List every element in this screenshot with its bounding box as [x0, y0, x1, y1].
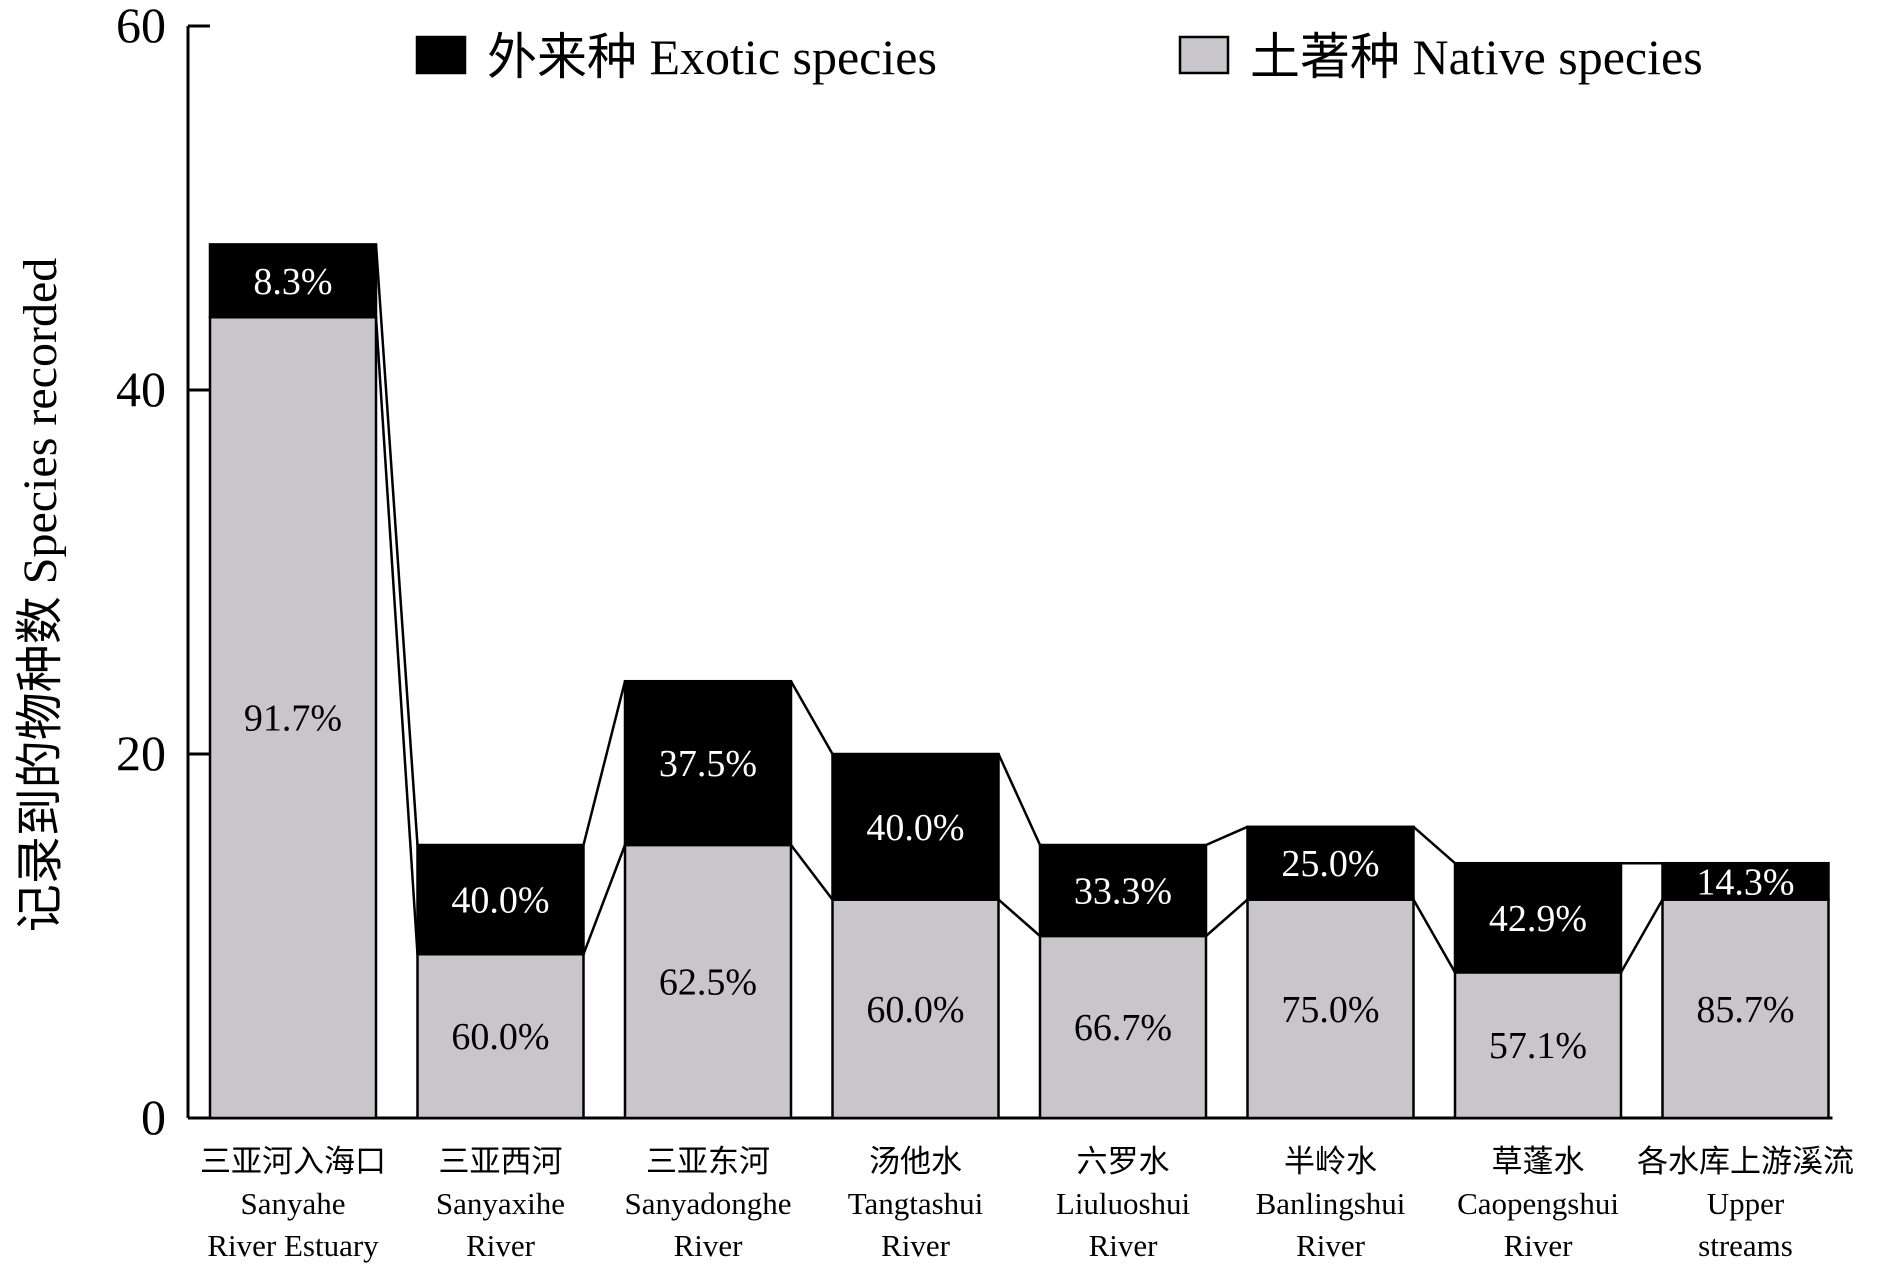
bars: [208, 243, 1830, 1120]
legend-swatch: [1178, 35, 1230, 75]
category-label: 三亚西河: [439, 1144, 563, 1179]
connector-mid: [582, 844, 627, 955]
category-label: Sanyaxihe: [436, 1186, 565, 1221]
bar-exotic: [831, 752, 1000, 901]
data-label-native: 91.7%: [244, 698, 342, 740]
bar-native: [1038, 934, 1208, 1120]
category-label: Caopengshui: [1457, 1186, 1619, 1221]
category-label: Sanyadonghe: [624, 1186, 791, 1221]
y-axis-title: 记录到的物种数 Species recorded: [14, 258, 67, 933]
data-label-exotic: 8.3%: [253, 261, 332, 303]
data-label-exotic: 33.3%: [1074, 871, 1172, 913]
connector-mid: [1412, 898, 1457, 974]
category-label: 各水库上游溪流: [1637, 1144, 1854, 1179]
data-label-native: 75.0%: [1281, 989, 1379, 1031]
data-label-native: 66.7%: [1074, 1007, 1172, 1049]
legend-label: 外来种 Exotic species: [487, 29, 937, 85]
data-label-native: 62.5%: [659, 962, 757, 1004]
bar-native: [1453, 971, 1623, 1120]
category-label: River: [881, 1228, 951, 1263]
category-label: 半岭水: [1284, 1144, 1377, 1179]
category-label: River: [674, 1228, 744, 1263]
data-label-native: 57.1%: [1489, 1025, 1587, 1067]
category-label: 三亚河入海口: [200, 1144, 386, 1179]
data-label-exotic: 40.0%: [451, 880, 549, 922]
connector-top: [1412, 825, 1456, 865]
category-label: Upper: [1707, 1186, 1785, 1221]
category-labels: 三亚河入海口 Sanyahe River Estuary 三亚西河 Sanyaxihe R…: [200, 1144, 1854, 1263]
connector-top: [997, 753, 1042, 846]
category-label: Sanyahe: [240, 1186, 345, 1221]
legend: 外来种 Exotic species 土著种 Native species: [415, 29, 1703, 85]
category-label: 汤他水: [869, 1144, 962, 1179]
bar-exotic: [1246, 825, 1415, 901]
percentage-labels: 91.7% 8.3% 60.0% 40.0% 62.5% 37.5% 60.0% 40.0% 6…: [244, 261, 1795, 1067]
bar-exotic: [623, 679, 793, 847]
category-label: River: [1504, 1228, 1574, 1263]
bar-exotic: [1453, 861, 1623, 974]
data-label-exotic: 42.9%: [1489, 898, 1587, 940]
connector-top: [374, 244, 419, 846]
bar-exotic: [208, 243, 378, 319]
y-tick-label: 60: [116, 0, 166, 53]
category-label: River: [1089, 1228, 1159, 1263]
data-label-exotic: 40.0%: [866, 807, 964, 849]
connector-top: [1205, 825, 1249, 847]
y-tick-label: 20: [116, 725, 166, 781]
connector-top: [789, 680, 834, 755]
connector-mid: [374, 317, 419, 955]
category-label: 三亚东河: [646, 1144, 770, 1179]
bar-native: [623, 843, 793, 1120]
bar-native: [1246, 898, 1415, 1120]
bar-exotic: [1661, 861, 1830, 901]
bar-native: [208, 315, 378, 1120]
category-label: Banlingshui: [1256, 1186, 1406, 1221]
data-label-native: 85.7%: [1696, 989, 1794, 1031]
data-label-native: 60.0%: [451, 1016, 549, 1058]
data-label-exotic: 14.3%: [1696, 861, 1794, 903]
category-label: 草蓬水: [1492, 1144, 1585, 1179]
connector-mid: [1205, 898, 1249, 937]
category-label: streams: [1698, 1228, 1793, 1263]
data-label-exotic: 25.0%: [1281, 843, 1379, 885]
connector-mid: [997, 898, 1041, 937]
category-label: River Estuary: [207, 1228, 379, 1263]
y-axis-title-group: 记录到的物种数 Species recorded: [14, 258, 67, 933]
category-label: River: [1296, 1228, 1366, 1263]
bar-native: [831, 898, 1000, 1120]
category-label: River: [466, 1228, 536, 1263]
connector-mid: [1619, 898, 1664, 974]
y-tick-label: 0: [141, 1089, 166, 1145]
legend-swatch: [415, 35, 467, 75]
category-label: Tangtashui: [848, 1186, 984, 1221]
category-label: 六罗水: [1077, 1144, 1170, 1179]
y-tick-label: 40: [116, 361, 166, 417]
bar-exotic: [416, 843, 585, 956]
bar-exotic: [1038, 843, 1208, 938]
bar-native: [416, 952, 585, 1120]
connector-top: [582, 680, 627, 846]
connector-lines: [374, 244, 1664, 974]
connector-mid: [790, 844, 834, 901]
legend-label: 土著种 Native species: [1250, 29, 1703, 85]
data-label-exotic: 37.5%: [659, 743, 757, 785]
category-label: Liuluoshui: [1056, 1186, 1191, 1221]
data-label-native: 60.0%: [866, 989, 964, 1031]
